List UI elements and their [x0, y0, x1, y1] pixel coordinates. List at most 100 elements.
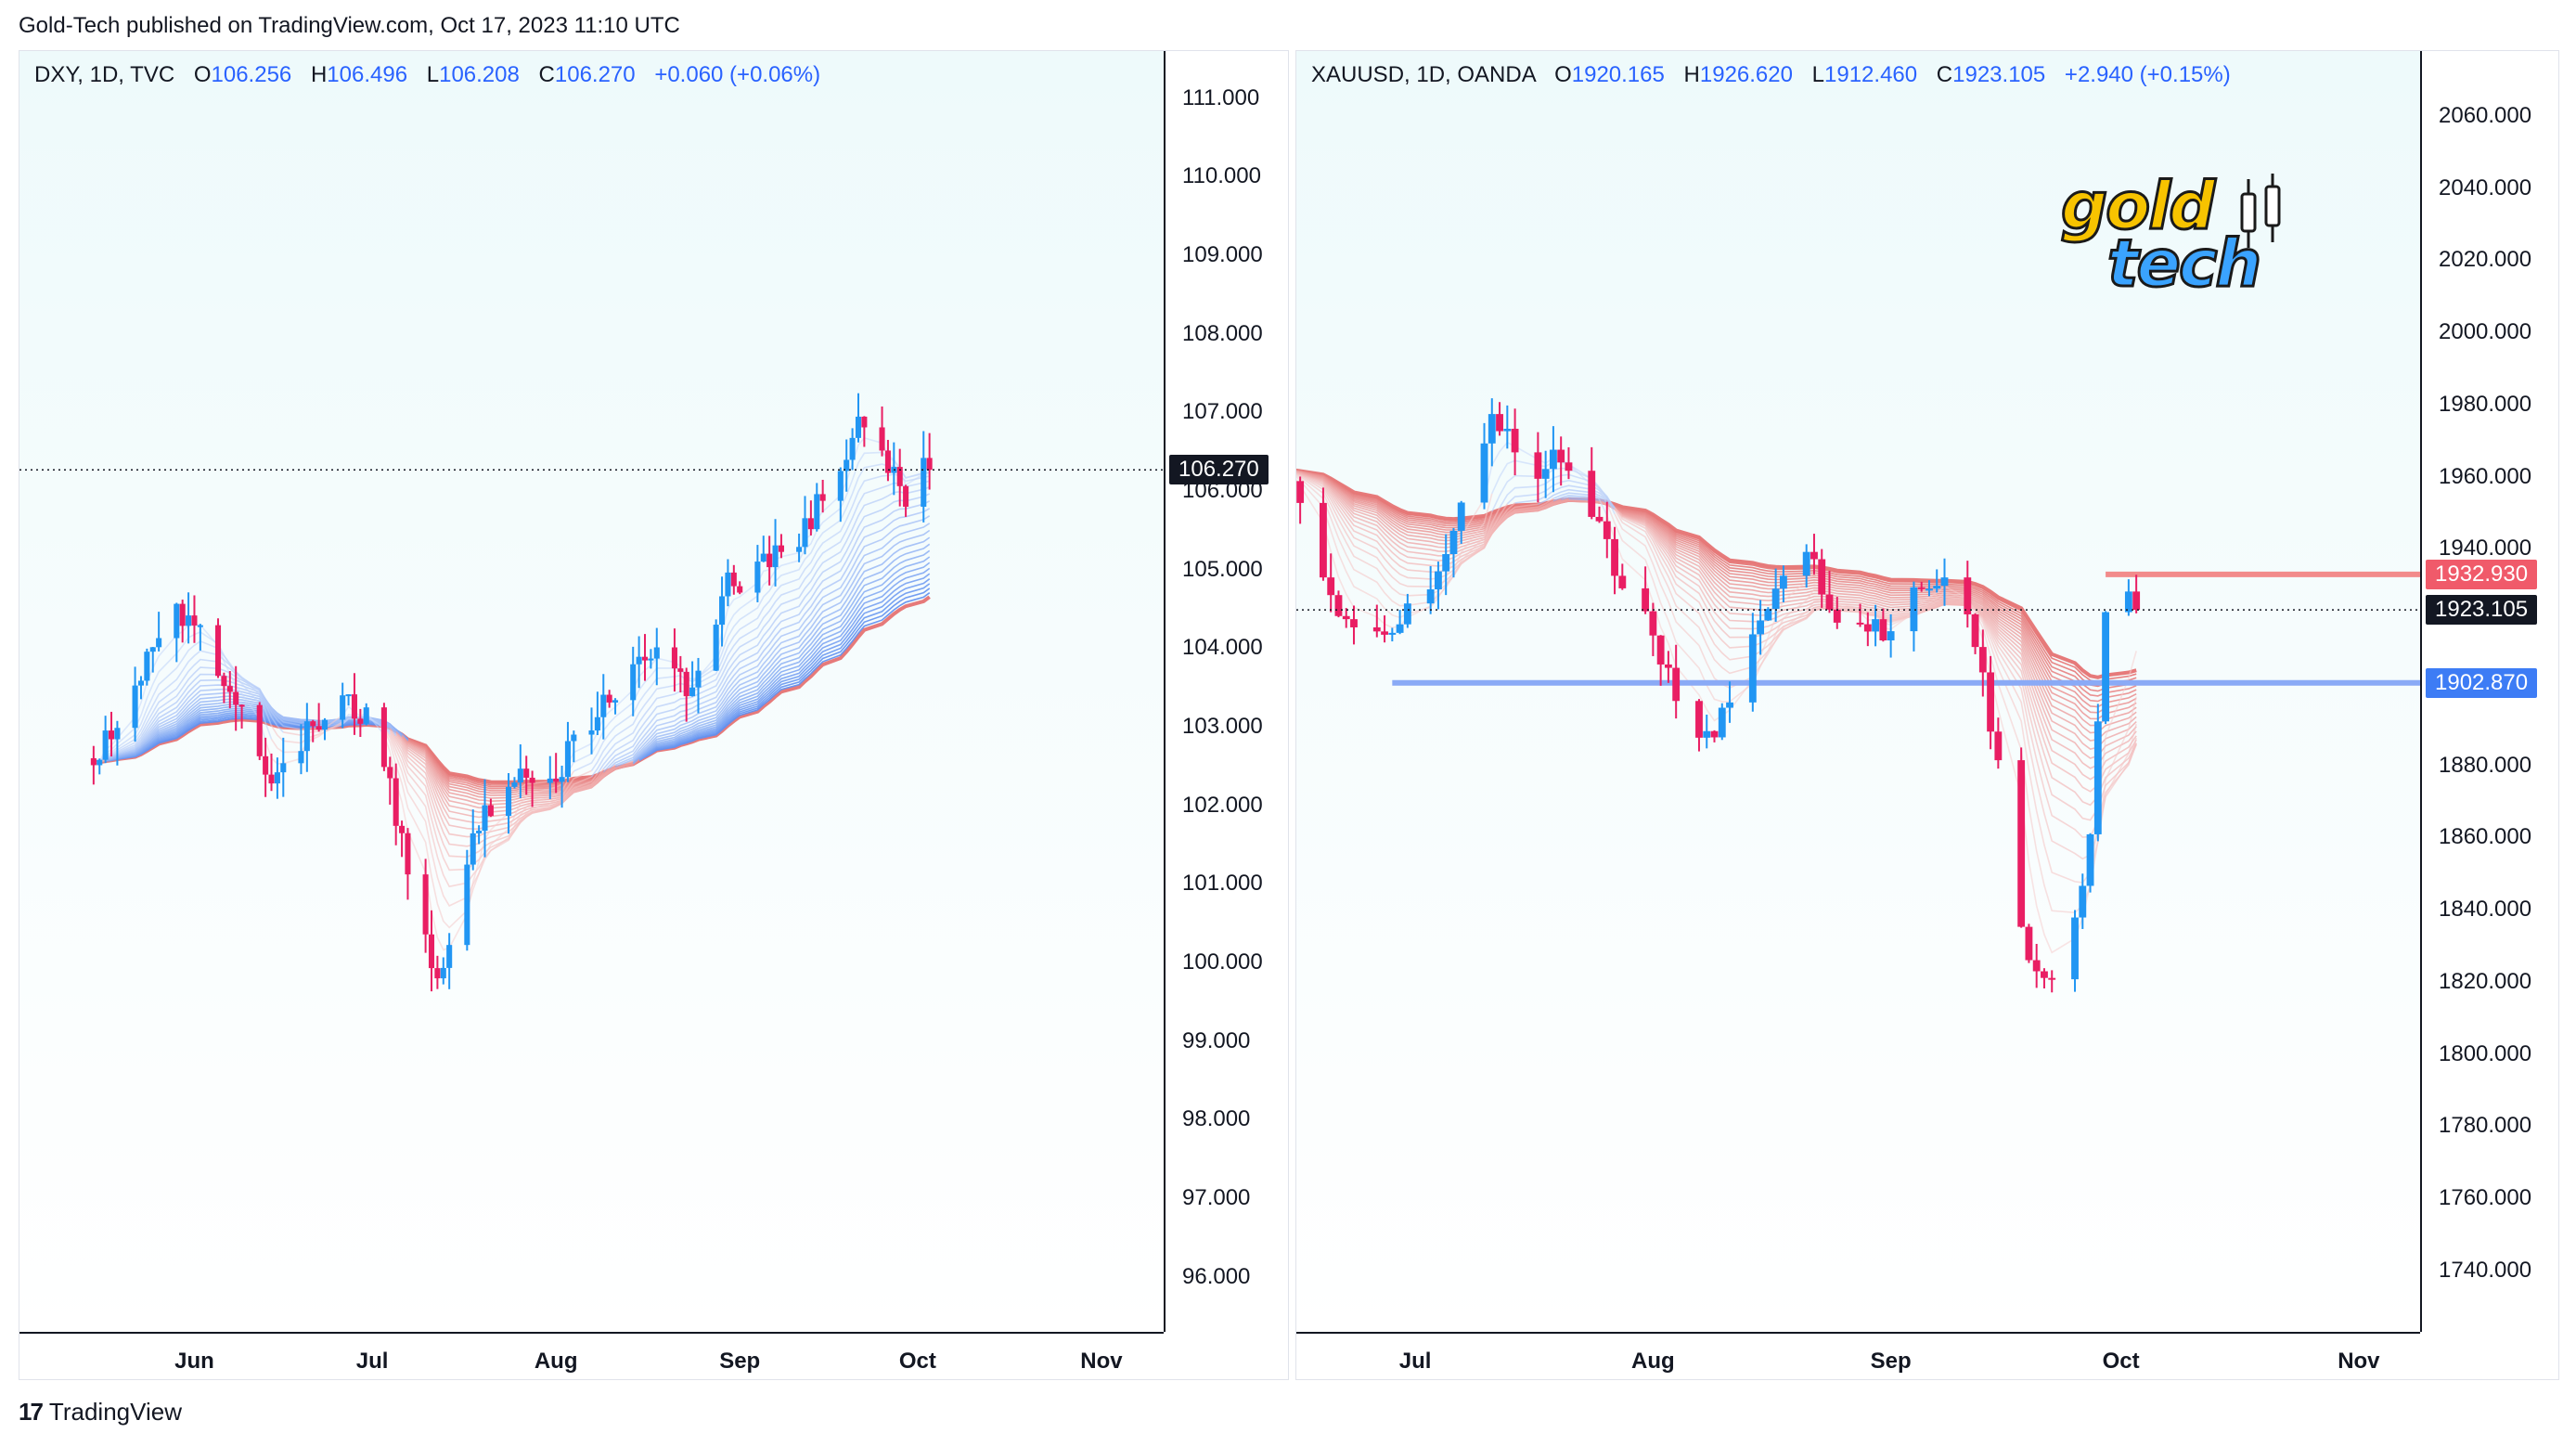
candle[interactable]: [1695, 699, 1703, 752]
candle[interactable]: [861, 416, 868, 447]
candle[interactable]: [713, 619, 719, 671]
candle[interactable]: [446, 933, 453, 989]
candle[interactable]: [303, 703, 310, 772]
candle[interactable]: [280, 737, 287, 797]
candle[interactable]: [630, 646, 637, 717]
candle[interactable]: [677, 655, 684, 693]
candle[interactable]: [1327, 553, 1335, 613]
candle[interactable]: [428, 910, 435, 992]
candle[interactable]: [1381, 615, 1388, 643]
candle[interactable]: [1863, 612, 1872, 647]
candle[interactable]: [1642, 566, 1650, 614]
price-chart-dxy[interactable]: [19, 51, 1164, 1332]
candle[interactable]: [226, 671, 233, 709]
candle[interactable]: [2017, 747, 2026, 928]
candle[interactable]: [1480, 422, 1488, 510]
candle[interactable]: [896, 448, 903, 507]
candle[interactable]: [380, 703, 387, 771]
candle[interactable]: [766, 536, 773, 586]
candle[interactable]: [1503, 405, 1512, 449]
candle[interactable]: [1833, 597, 1841, 629]
candle[interactable]: [559, 766, 565, 808]
candle[interactable]: [1879, 608, 1887, 642]
candle[interactable]: [903, 484, 909, 517]
candle[interactable]: [1726, 681, 1733, 723]
candle[interactable]: [511, 777, 518, 789]
candle[interactable]: [487, 798, 494, 818]
candle[interactable]: [1396, 610, 1404, 635]
candle[interactable]: [2041, 968, 2048, 989]
candle[interactable]: [137, 676, 145, 700]
candle[interactable]: [2071, 910, 2079, 992]
candle[interactable]: [594, 691, 600, 735]
candle[interactable]: [310, 719, 316, 742]
candle[interactable]: [1534, 432, 1542, 503]
candle[interactable]: [1449, 527, 1458, 578]
candle[interactable]: [1748, 613, 1757, 712]
candle[interactable]: [1656, 635, 1665, 686]
candle[interactable]: [108, 711, 115, 757]
candle[interactable]: [571, 730, 577, 763]
candle[interactable]: [214, 618, 222, 678]
candle[interactable]: [730, 564, 737, 595]
candle[interactable]: [855, 393, 862, 443]
candle[interactable]: [321, 717, 328, 741]
candle[interactable]: [1987, 655, 1995, 750]
candle[interactable]: [1488, 398, 1496, 467]
candle[interactable]: [1541, 450, 1550, 498]
candle[interactable]: [351, 673, 357, 735]
candle[interactable]: [2086, 833, 2094, 893]
candle[interactable]: [434, 955, 441, 989]
candle[interactable]: [754, 545, 761, 602]
candle[interactable]: [1910, 581, 1918, 652]
candle[interactable]: [274, 757, 280, 799]
candle[interactable]: [1964, 561, 1972, 628]
time-axis-dxy[interactable]: Jun Jul Aug Sep Oct Nov: [19, 1332, 1164, 1380]
candle[interactable]: [1511, 408, 1519, 476]
candle[interactable]: [648, 649, 654, 669]
candle[interactable]: [606, 690, 612, 708]
candle[interactable]: [926, 433, 933, 490]
candle[interactable]: [1388, 627, 1397, 642]
candle[interactable]: [1764, 607, 1772, 621]
candle[interactable]: [588, 707, 595, 755]
candle[interactable]: [2124, 579, 2132, 616]
candle[interactable]: [1664, 651, 1672, 683]
candle[interactable]: [837, 467, 844, 523]
candle[interactable]: [340, 682, 346, 729]
time-axis-xauusd[interactable]: Jul Aug Sep Oct Nov: [1296, 1332, 2420, 1380]
candle[interactable]: [256, 702, 263, 760]
candle[interactable]: [725, 559, 731, 607]
candle[interactable]: [2079, 873, 2087, 929]
candle[interactable]: [553, 753, 560, 794]
candle[interactable]: [149, 647, 156, 673]
candle[interactable]: [1296, 476, 1305, 524]
candle[interactable]: [1603, 501, 1611, 559]
candle[interactable]: [737, 581, 743, 595]
candle[interactable]: [1933, 569, 1941, 593]
candle[interactable]: [1618, 563, 1627, 590]
candle[interactable]: [1710, 729, 1719, 742]
candle[interactable]: [1672, 644, 1681, 719]
candle[interactable]: [2048, 970, 2056, 993]
candle[interactable]: [102, 716, 109, 764]
candle[interactable]: [1442, 534, 1450, 596]
candle[interactable]: [156, 612, 162, 652]
candle[interactable]: [1611, 526, 1618, 595]
candle[interactable]: [1565, 446, 1573, 480]
candle[interactable]: [197, 624, 203, 651]
candle[interactable]: [179, 600, 186, 643]
candle[interactable]: [760, 536, 766, 562]
candle[interactable]: [1802, 544, 1810, 587]
candle[interactable]: [884, 439, 891, 482]
candle[interactable]: [2132, 575, 2141, 613]
candle[interactable]: [2093, 704, 2102, 842]
candle[interactable]: [144, 648, 150, 686]
candle[interactable]: [1757, 600, 1765, 655]
candle[interactable]: [844, 439, 850, 492]
candle[interactable]: [387, 756, 393, 805]
candle[interactable]: [186, 592, 192, 644]
candle[interactable]: [476, 825, 483, 845]
candle[interactable]: [695, 657, 702, 714]
candle[interactable]: [233, 665, 239, 731]
